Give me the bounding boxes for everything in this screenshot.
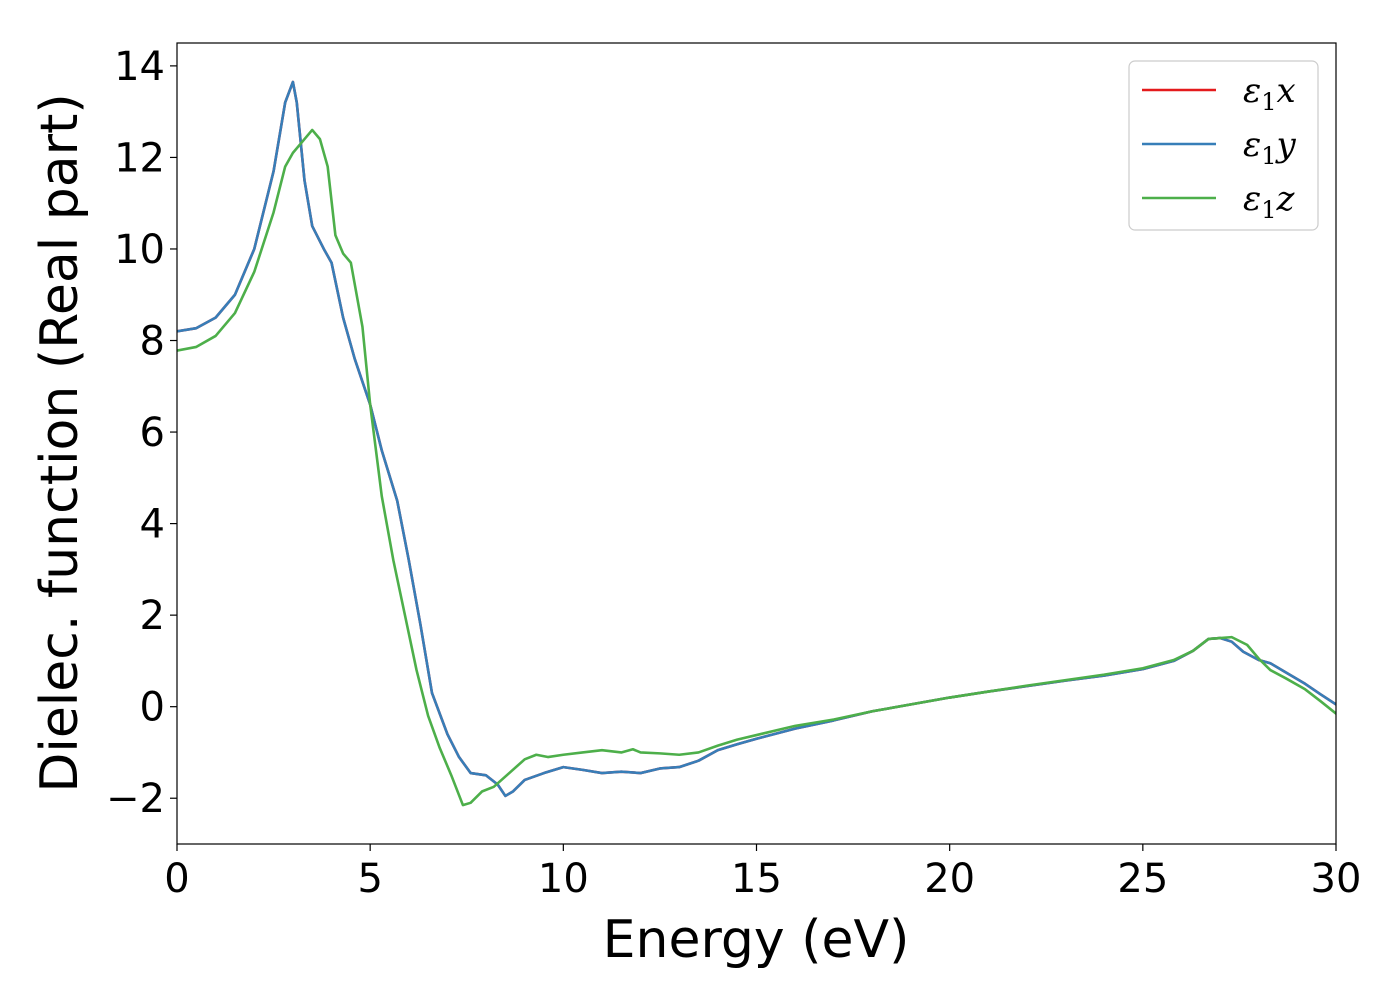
y-axis-label: Dielec. function (Real part) — [30, 93, 90, 792]
x-tick-label: 15 — [731, 856, 782, 902]
series-line-z — [177, 128, 1336, 807]
y-tick-label: −2 — [106, 776, 165, 822]
y-axis: −2 0 2 4 6 8 10 12 14 — [106, 44, 177, 822]
x-tick-label: 0 — [164, 856, 189, 902]
legend-label-y: ε1y — [1243, 125, 1297, 170]
y-tick-label: 2 — [140, 593, 165, 639]
y-tick-label: 0 — [140, 685, 165, 731]
x-tick-label: 30 — [1311, 856, 1362, 902]
x-tick-label: 10 — [538, 856, 589, 902]
y-tick-label: 4 — [140, 502, 165, 548]
x-axis: 0 5 10 15 20 25 30 — [164, 844, 1361, 902]
x-tick-label: 5 — [357, 856, 382, 902]
y-tick-label: 12 — [114, 135, 165, 181]
y-tick-label: 6 — [140, 410, 165, 456]
legend-label-z: ε1z — [1243, 179, 1296, 224]
x-axis-label: Energy (eV) — [603, 910, 910, 970]
x-tick-label: 25 — [1117, 856, 1168, 902]
legend-box — [1128, 60, 1319, 231]
legend: ε1x ε1y ε1z — [1128, 60, 1319, 231]
y-tick-label: 8 — [140, 319, 165, 365]
y-tick-label: 10 — [114, 227, 165, 273]
y-tick-label: 14 — [114, 44, 165, 90]
x-tick-label: 20 — [924, 856, 975, 902]
series-layer — [177, 80, 1336, 807]
legend-label-x: ε1x — [1243, 71, 1296, 116]
